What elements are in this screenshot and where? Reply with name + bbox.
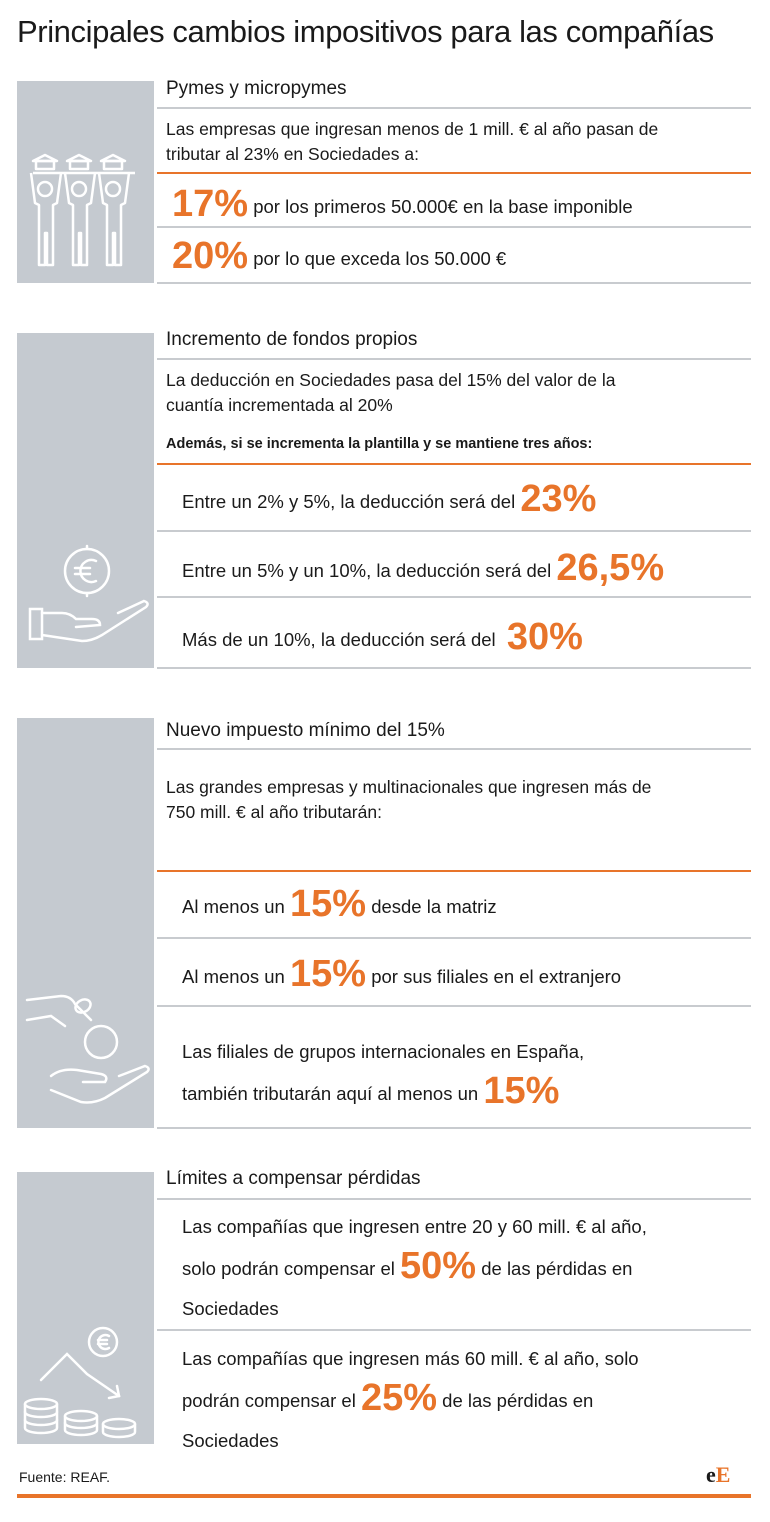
coin-hand-icon xyxy=(25,994,150,1104)
loss-pre: podrán compensar el xyxy=(182,1390,356,1411)
minimum-value: 15% xyxy=(289,953,367,995)
loss-line: podrán compensar el 25% de las pérdidas … xyxy=(182,1379,639,1421)
section-intro: La deducción en Sociedades pasa del 15% … xyxy=(166,368,616,418)
deduction-text: Más de un 10%, la deducción será del xyxy=(182,629,496,650)
coins-loss-icon xyxy=(23,1326,137,1439)
section-pymes-panel xyxy=(17,81,154,283)
rate-row: 20% por lo que exceda los 50.000 € xyxy=(172,237,506,275)
deduction-text: Entre un 5% y un 10%, la deducción será … xyxy=(182,560,552,581)
footer-accent-bar xyxy=(17,1494,751,1498)
rate-row: 17% por los primeros 50.000€ en la base … xyxy=(172,185,633,223)
accent-divider xyxy=(157,463,751,465)
intro-line: tributar al 23% en Sociedades a: xyxy=(166,144,419,164)
divider xyxy=(157,1127,751,1129)
intro-line: cuantía incrementada al 20% xyxy=(166,395,393,415)
divider xyxy=(157,107,751,109)
minimum-value: 15% xyxy=(483,1070,560,1112)
workers-icon xyxy=(29,153,135,267)
deduction-row: Entre un 5% y un 10%, la deducción será … xyxy=(182,549,664,587)
loss-value: 25% xyxy=(360,1377,438,1419)
divider xyxy=(157,748,751,750)
divider xyxy=(157,1329,751,1331)
section-perdidas-panel xyxy=(17,1172,154,1444)
minimum-value: 15% xyxy=(289,883,367,925)
minimum-row: Al menos un 15% desde la matriz xyxy=(182,885,497,923)
loss-pre: solo podrán compensar el xyxy=(182,1258,395,1279)
divider xyxy=(157,667,751,669)
section-header: Nuevo impuesto mínimo del 15% xyxy=(166,720,445,741)
minimum-line: Las filiales de grupos internacionales e… xyxy=(182,1041,585,1062)
loss-line: Las compañías que ingresen entre 20 y 60… xyxy=(182,1216,647,1237)
section-header: Pymes y micropymes xyxy=(166,78,347,99)
divider xyxy=(157,1198,751,1200)
section-minimo-panel xyxy=(17,718,154,1128)
minimum-post: desde la matriz xyxy=(371,896,497,917)
minimum-pre: Al menos un xyxy=(182,966,285,987)
divider xyxy=(157,530,751,532)
loss-line: Sociedades xyxy=(182,1298,279,1319)
intro-line: Las grandes empresas y multinacionales q… xyxy=(166,777,652,797)
loss-line: Sociedades xyxy=(182,1430,279,1451)
rate-value: 17% xyxy=(172,183,249,225)
loss-value: 50% xyxy=(400,1245,477,1287)
loss-row: Las compañías que ingresen entre 20 y 60… xyxy=(182,1207,647,1329)
logo-letter-small: e xyxy=(706,1462,716,1487)
loss-row: Las compañías que ingresen más 60 mill. … xyxy=(182,1339,639,1461)
minimum-row-multiline: Las filiales de grupos internacionales e… xyxy=(182,1032,584,1114)
divider xyxy=(157,596,751,598)
intro-line: Las empresas que ingresan menos de 1 mil… xyxy=(166,119,659,139)
loss-post: de las pérdidas en xyxy=(442,1390,594,1411)
minimum-line: también tributarán aquí al menos un 15% xyxy=(182,1072,584,1114)
loss-line: solo podrán compensar el 50% de las pérd… xyxy=(182,1247,647,1289)
accent-divider xyxy=(157,870,751,872)
section-header: Incremento de fondos propios xyxy=(166,329,418,350)
source-note: Fuente: REAF. xyxy=(19,1469,111,1485)
rate-value: 20% xyxy=(172,235,249,277)
minimum-pre: también tributarán aquí al menos un xyxy=(182,1083,479,1104)
deduction-text: Entre un 2% y 5%, la deducción será del xyxy=(182,491,516,512)
deduction-row: Entre un 2% y 5%, la deducción será del … xyxy=(182,480,596,518)
euro-hand-icon xyxy=(28,544,149,643)
loss-line: Las compañías que ingresen más 60 mill. … xyxy=(182,1348,639,1369)
intro-line: La deducción en Sociedades pasa del 15% … xyxy=(166,370,616,390)
page-title: Principales cambios impositivos para las… xyxy=(17,14,714,49)
accent-divider xyxy=(157,172,751,174)
divider xyxy=(157,226,751,228)
section-intro: Las grandes empresas y multinacionales q… xyxy=(166,775,651,825)
section-intro: Las empresas que ingresan menos de 1 mil… xyxy=(166,117,658,167)
minimum-post: por sus filiales en el extranjero xyxy=(371,966,622,987)
brand-logo: eE xyxy=(706,1462,730,1488)
section-header: Límites a compensar pérdidas xyxy=(166,1168,421,1189)
rate-text: por los primeros 50.000€ en la base impo… xyxy=(253,196,633,217)
intro-line: 750 mill. € al año tributarán: xyxy=(166,802,382,822)
divider xyxy=(157,1005,751,1007)
divider xyxy=(157,282,751,284)
minimum-pre: Al menos un xyxy=(182,896,285,917)
deduction-value: 26,5% xyxy=(556,547,665,589)
divider xyxy=(157,937,751,939)
rate-text: por lo que exceda los 50.000 € xyxy=(253,248,507,269)
deduction-value: 23% xyxy=(520,478,597,520)
deduction-value: 30% xyxy=(506,616,583,658)
divider xyxy=(157,358,751,360)
deduction-row: Más de un 10%, la deducción será del 30% xyxy=(182,618,583,656)
loss-post: de las pérdidas en xyxy=(481,1258,633,1279)
logo-letter-big: E xyxy=(715,1462,731,1487)
minimum-row: Al menos un 15% por sus filiales en el e… xyxy=(182,955,621,993)
section-fondos-panel xyxy=(17,333,154,668)
section-subtitle: Además, si se incrementa la plantilla y … xyxy=(166,436,593,452)
